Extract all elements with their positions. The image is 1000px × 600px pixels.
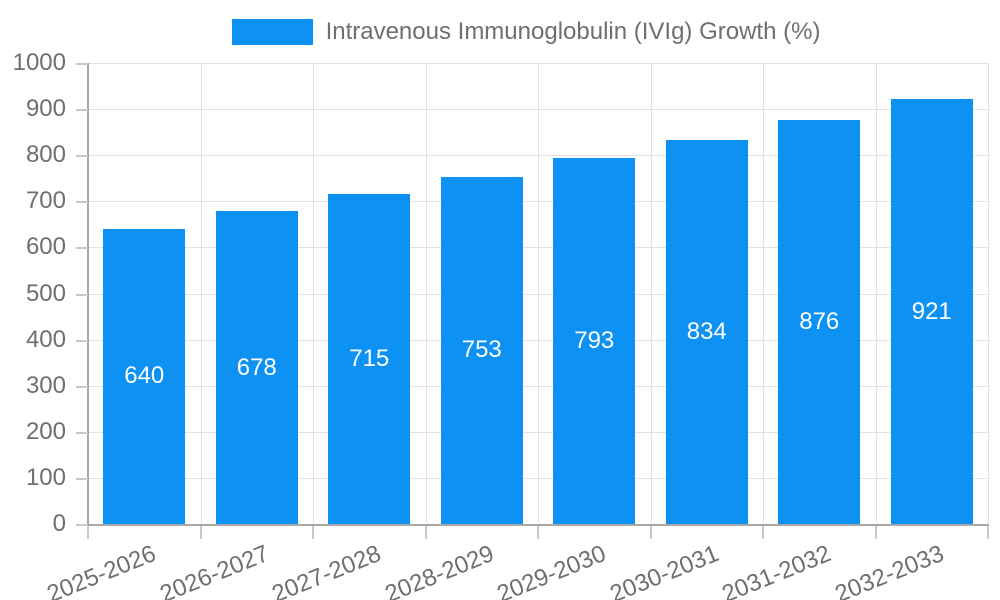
y-axis-tick (76, 431, 88, 434)
y-axis-label: 500 (25, 279, 66, 307)
bar-value-label: 793 (574, 327, 615, 355)
y-axis-label: 700 (25, 187, 66, 215)
v-gridline (650, 63, 652, 524)
bar (103, 228, 186, 524)
y-axis-tick (76, 63, 88, 65)
x-axis-line (87, 524, 989, 526)
y-axis-tick (76, 293, 88, 296)
bar-value-label: 834 (686, 317, 727, 345)
legend-swatch (231, 19, 313, 45)
legend-label: Intravenous Immunoglobulin (IVIg) Growth… (325, 18, 821, 45)
x-axis-tick (312, 526, 314, 539)
bar (553, 158, 636, 524)
y-axis-tick (76, 109, 88, 112)
bar (215, 211, 298, 524)
y-axis-label: 300 (25, 371, 66, 399)
bar (665, 139, 748, 524)
y-axis-line (87, 63, 89, 526)
bar-value-label: 715 (349, 345, 390, 373)
y-axis-tick (76, 247, 88, 250)
bar (778, 120, 861, 524)
y-axis-tick (76, 339, 88, 342)
x-axis-tick (424, 526, 427, 539)
bar-value-label: 678 (236, 353, 277, 381)
y-axis-label: 0 (52, 510, 66, 537)
x-axis-tick (537, 526, 539, 539)
legend: Intravenous Immunoglobulin (IVIg) Growth… (26, 18, 1000, 45)
y-axis-tick (76, 201, 88, 204)
v-gridline (313, 63, 314, 524)
y-axis-label: 800 (25, 141, 66, 169)
x-axis-tick (199, 526, 202, 539)
bar (440, 176, 523, 524)
v-gridline (538, 63, 539, 524)
bar (328, 194, 411, 524)
bar (890, 99, 973, 524)
y-axis-label: 900 (25, 95, 66, 123)
y-axis-tick (76, 477, 88, 480)
bar-value-label: 753 (461, 336, 502, 364)
y-axis-label: 1000 (12, 49, 66, 76)
y-axis-label: 400 (25, 325, 66, 353)
x-axis-tick (649, 526, 652, 539)
bar-value-label: 876 (799, 308, 840, 336)
v-gridline (425, 63, 427, 524)
x-axis-tick (87, 526, 89, 539)
x-axis-tick (987, 526, 989, 539)
v-gridline (988, 63, 989, 524)
x-axis-tick (762, 526, 764, 539)
bar-value-label: 921 (911, 297, 952, 325)
y-axis-tick (76, 385, 88, 388)
v-gridline (875, 63, 877, 524)
y-axis-tick (76, 155, 88, 158)
y-axis-label: 100 (25, 463, 66, 491)
y-axis-tick (76, 524, 88, 526)
x-axis-tick (874, 526, 877, 539)
bar-value-label: 640 (124, 362, 165, 390)
v-gridline (200, 63, 202, 524)
v-gridline (763, 63, 764, 524)
y-axis-label: 200 (25, 417, 66, 445)
y-axis-label: 600 (25, 233, 66, 261)
